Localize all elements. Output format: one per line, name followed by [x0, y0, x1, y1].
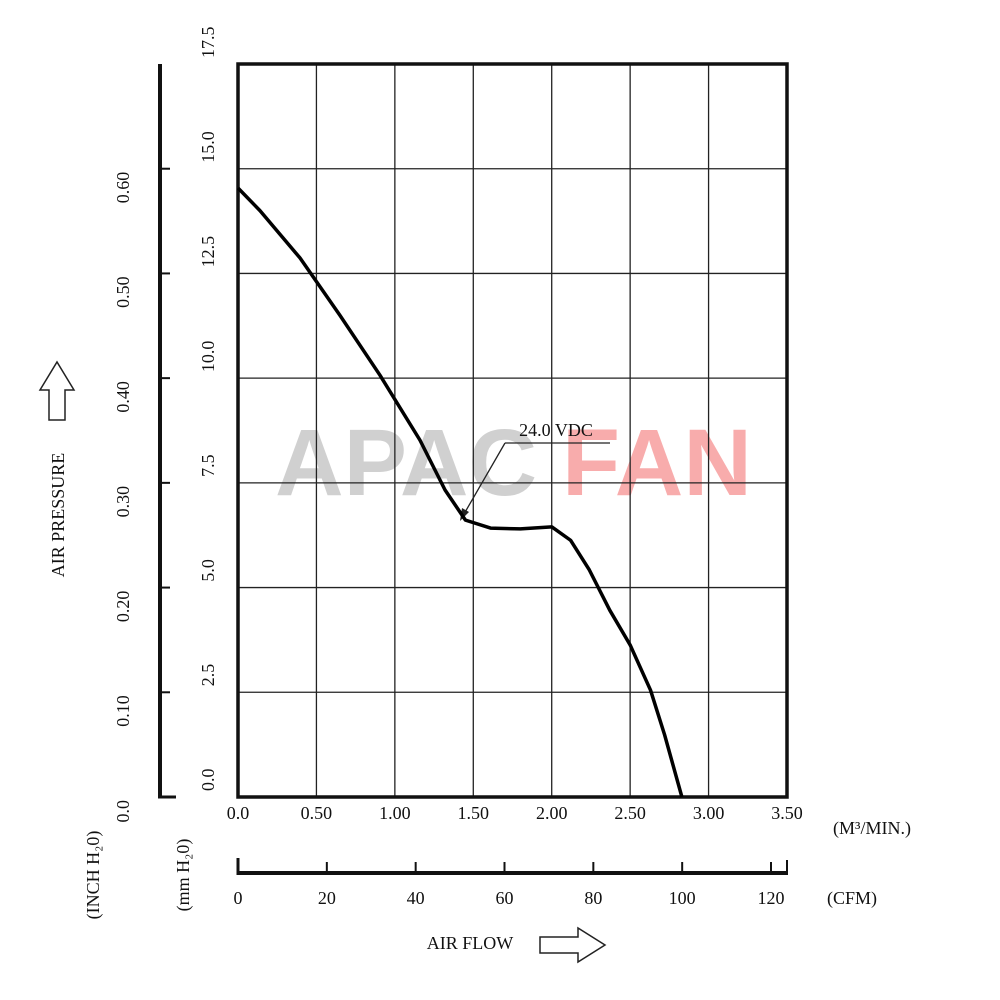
annotation: 24.0 VDC	[519, 420, 593, 440]
y2-unit: (INCH H₂0)	[83, 831, 104, 920]
curve	[236, 186, 684, 798]
arrow-right	[539, 926, 607, 964]
x-tick-label: 0.50	[301, 803, 333, 823]
y2-tick-label: 0.0	[113, 800, 133, 823]
x2-unit: (CFM)	[827, 888, 877, 909]
y-tick-label: 5.0	[198, 559, 218, 582]
y-tick-label: 0.0	[198, 769, 218, 792]
y2-tick-label: 0.30	[113, 486, 133, 518]
x2-tick-label: 120	[758, 888, 785, 908]
annotation-line	[463, 442, 506, 515]
y-tick-label: 17.5	[198, 27, 218, 59]
y-tick-label: 7.5	[198, 454, 218, 477]
y-tick-label: 2.5	[198, 664, 218, 687]
arrow-up	[38, 360, 76, 421]
x2-tick-label: 100	[669, 888, 696, 908]
x2-tick-label: 60	[496, 888, 514, 908]
y-tick-label: 12.5	[198, 236, 218, 268]
watermark: APAC	[275, 410, 537, 516]
x-tick-label: 3.00	[693, 803, 725, 823]
x-axis-label: AIR FLOW	[427, 933, 514, 953]
watermark: FAN	[562, 410, 752, 516]
x2-tick-label: 20	[318, 888, 336, 908]
y-unit: (mm H₂0)	[173, 839, 194, 912]
x2-tick-label: 40	[407, 888, 425, 908]
y-tick-label: 10.0	[198, 341, 218, 373]
x-tick-label: 0.0	[227, 803, 250, 823]
x-tick-label: 1.50	[458, 803, 490, 823]
y2-tick-label: 0.10	[113, 695, 133, 727]
x-tick-label: 1.00	[379, 803, 411, 823]
y2-tick-label: 0.40	[113, 381, 133, 413]
x-tick-label: 2.50	[614, 803, 646, 823]
x-tick-label: 3.50	[771, 803, 803, 823]
y2-tick-label: 0.20	[113, 591, 133, 623]
x2-tick-label: 80	[584, 888, 602, 908]
x-tick-label: 2.00	[536, 803, 568, 823]
y2-tick-label: 0.50	[113, 276, 133, 308]
plot-frame	[236, 62, 789, 799]
y2-tick-label: 0.60	[113, 172, 133, 204]
x-unit: (M³/MIN.)	[833, 818, 911, 839]
x2-tick-label: 0	[234, 888, 243, 908]
y-tick-label: 15.0	[198, 131, 218, 163]
y-axis-label: AIR PRESSURE	[48, 453, 68, 578]
